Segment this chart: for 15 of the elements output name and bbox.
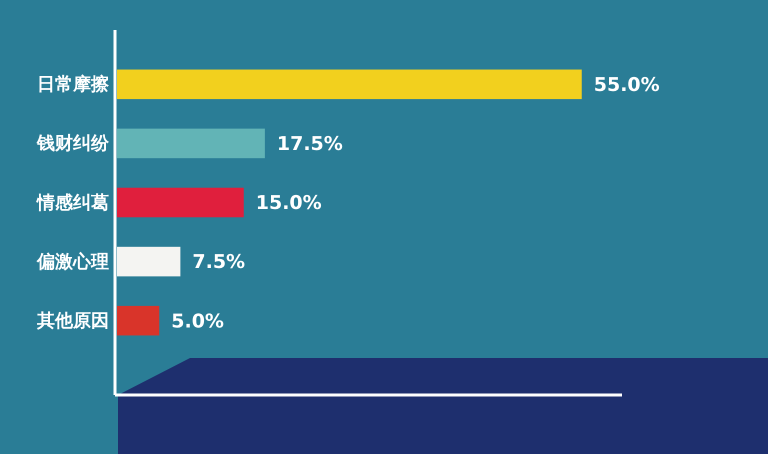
data-label: 55.0%: [594, 74, 660, 96]
y-tick-label: 偏激心理: [36, 251, 109, 272]
bar: [117, 246, 180, 276]
data-label: 5.0%: [171, 310, 224, 332]
y-tick-label: 日常摩擦: [37, 74, 110, 94]
data-label: 17.5%: [276, 133, 343, 156]
data-label: 15.0%: [256, 192, 322, 214]
data-label: 7.5%: [192, 251, 246, 274]
y-tick-label: 情感纠葛: [36, 192, 109, 212]
bar: [117, 128, 265, 158]
y-tick-label: 其他原因: [36, 310, 109, 330]
bar: [117, 306, 160, 336]
bar: [117, 70, 582, 100]
y-tick-label: 钱财纠纷: [36, 133, 110, 154]
bar: [117, 188, 244, 218]
